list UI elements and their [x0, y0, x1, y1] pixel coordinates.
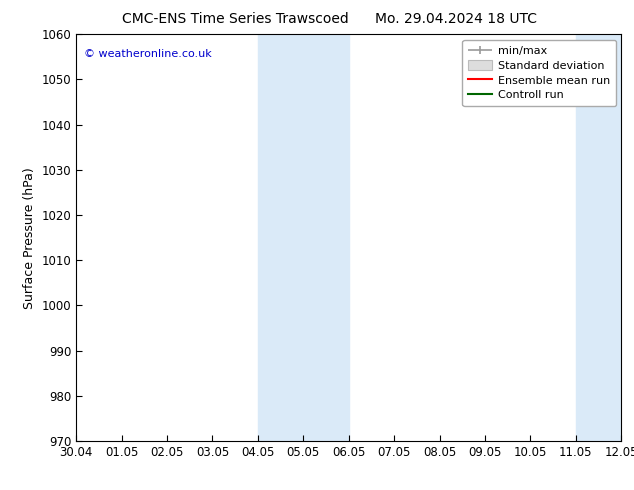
Bar — [576, 34, 621, 441]
Text: CMC-ENS Time Series Trawscoed      Mo. 29.04.2024 18 UTC: CMC-ENS Time Series Trawscoed Mo. 29.04.… — [122, 12, 537, 26]
Bar — [258, 34, 349, 441]
Legend: min/max, Standard deviation, Ensemble mean run, Controll run: min/max, Standard deviation, Ensemble me… — [462, 40, 616, 106]
Text: © weatheronline.co.uk: © weatheronline.co.uk — [84, 49, 212, 58]
Y-axis label: Surface Pressure (hPa): Surface Pressure (hPa) — [23, 167, 36, 309]
